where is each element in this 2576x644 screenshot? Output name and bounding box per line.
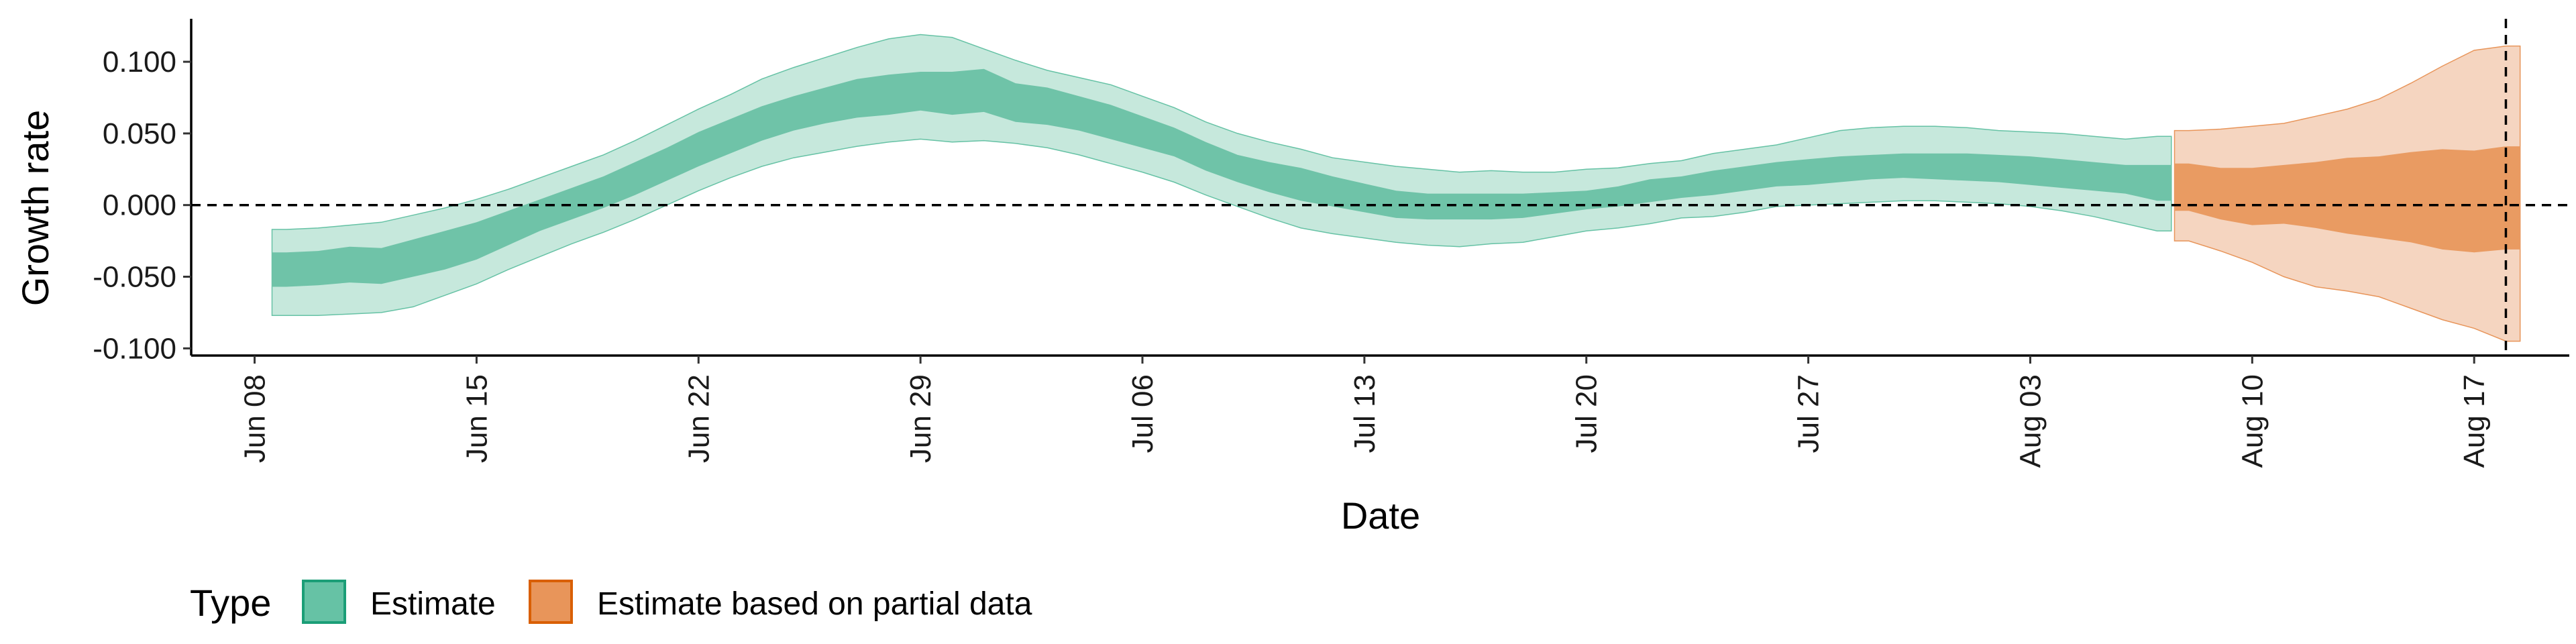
legend-key-1	[529, 580, 573, 624]
legend: Type Estimate Estimate based on partial d…	[190, 580, 1032, 624]
x-tick-label: Aug 03	[2014, 374, 2047, 468]
x-tick-label: Aug 10	[2236, 374, 2269, 468]
y-tick-label: 0.000	[103, 189, 176, 222]
y-tick-label: -0.050	[93, 261, 176, 294]
ribbon-layer	[271, 34, 2521, 342]
x-ticks: Jun 08 Jun 15 Jun 22 Jun 29 Jul 06 Jul 13 Jul …	[239, 356, 2491, 468]
plot-area	[191, 19, 2569, 356]
legend-label-1: Estimate based on partial data	[597, 586, 1032, 622]
legend-entries: Estimate Estimate based on partial data	[302, 580, 1032, 624]
y-ticks: 0.100 0.050 0.000 -0.050 -0.100	[93, 46, 191, 365]
y-axis-title: Growth rate	[14, 110, 56, 307]
legend-label-0: Estimate	[370, 586, 496, 622]
legend-key-0	[302, 580, 346, 624]
x-tick-label: Jun 08	[239, 374, 272, 463]
x-tick-label: Jul 27	[1792, 374, 1825, 453]
x-tick-label: Jul 20	[1570, 374, 1603, 453]
axes: 0.100 0.050 0.000 -0.050 -0.100 Jun 08 Jun 15…	[93, 19, 2569, 468]
y-tick-label: -0.100	[93, 332, 176, 365]
x-axis-title: Date	[1341, 494, 1420, 537]
series-0-inner-band	[272, 68, 2171, 287]
x-tick-label: Jul 13	[1348, 374, 1381, 453]
y-tick-label: 0.100	[103, 46, 176, 78]
x-tick-label: Jun 15	[460, 374, 493, 463]
x-tick-label: Jul 06	[1126, 374, 1159, 453]
x-tick-label: Aug 17	[2458, 374, 2491, 468]
x-tick-label: Jun 22	[682, 374, 715, 463]
x-tick-label: Jun 29	[904, 374, 937, 463]
legend-title: Type	[190, 582, 271, 624]
y-tick-label: 0.050	[103, 117, 176, 150]
series-1-inner-band	[2174, 146, 2520, 253]
